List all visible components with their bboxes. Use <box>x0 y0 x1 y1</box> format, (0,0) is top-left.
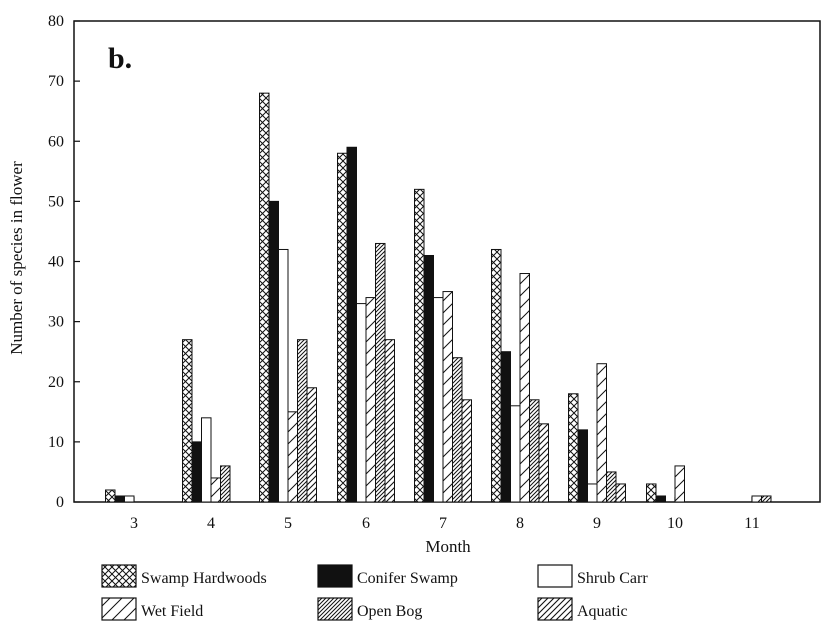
y-tick-label: 40 <box>48 254 64 271</box>
bar-crosshatch <box>337 152 348 503</box>
y-axis-title: Number of species in flower <box>7 161 26 355</box>
y-tick-label: 80 <box>48 13 64 30</box>
legend-label: Open Bog <box>357 603 422 620</box>
bar-solid <box>423 254 434 503</box>
bar-empty <box>124 495 135 503</box>
legend-label: Swamp Hardwoods <box>141 570 267 587</box>
legend-swatch <box>537 597 573 621</box>
bar-crosshatch <box>568 393 579 503</box>
y-tick-label: 10 <box>48 434 64 451</box>
bar-sparse-diagonal <box>365 297 376 503</box>
bar-sparse-diagonal <box>596 363 607 503</box>
bar-empty <box>510 405 521 503</box>
bar-sparse-diagonal <box>287 411 298 503</box>
panel-label: b. <box>108 42 132 75</box>
x-tick-label: 6 <box>362 515 370 532</box>
bar-crosshatch <box>105 489 116 503</box>
bar-sparse-diagonal <box>442 291 453 503</box>
bar-medium-diagonal <box>306 387 317 503</box>
y-tick-label: 30 <box>48 314 64 331</box>
legend-label: Aquatic <box>577 603 628 620</box>
bar-medium-diagonal <box>538 423 549 503</box>
bar-empty <box>356 303 367 503</box>
bar-sparse-diagonal <box>519 273 530 503</box>
bar-sparse-diagonal <box>674 465 685 503</box>
x-tick-label: 8 <box>516 515 524 532</box>
legend-swatch <box>537 564 573 588</box>
legend-swatch <box>317 597 353 621</box>
bar-solid <box>500 351 511 503</box>
bar-dense-diagonal <box>220 465 231 503</box>
y-tick-label: 0 <box>56 494 64 511</box>
x-tick-label: 4 <box>207 515 215 532</box>
bar-crosshatch <box>414 188 425 503</box>
legend-swatch <box>101 597 137 621</box>
y-tick-label: 50 <box>48 193 64 210</box>
y-tick-label: 70 <box>48 73 64 90</box>
bar-solid <box>114 495 125 503</box>
x-tick-label: 11 <box>744 515 759 532</box>
bar-sparse-diagonal <box>751 495 762 503</box>
legend-swatch <box>317 564 353 588</box>
bar-empty <box>433 297 444 503</box>
y-axis: 0 10 20 30 40 50 60 70 80 <box>48 13 80 511</box>
legend: Swamp Hardwoods Conifer Swamp Shrub Carr We… <box>101 564 648 621</box>
bar-crosshatch <box>182 339 193 503</box>
x-tick-label: 3 <box>130 515 138 532</box>
bar-solid <box>655 495 666 503</box>
bar-solid <box>577 429 588 503</box>
bar-solid <box>191 441 202 503</box>
x-tick-label: 9 <box>593 515 601 532</box>
bar-dense-diagonal <box>606 471 617 503</box>
bars <box>105 92 772 503</box>
bar-medium-diagonal <box>384 339 395 503</box>
x-tick-label: 7 <box>439 515 447 532</box>
legend-swatch <box>101 564 137 588</box>
y-tick-label: 60 <box>48 133 64 150</box>
bar-medium-diagonal <box>615 483 626 503</box>
bar-solid <box>346 146 357 503</box>
x-tick-label: 10 <box>667 515 683 532</box>
bar-sparse-diagonal <box>210 477 221 503</box>
legend-label: Conifer Swamp <box>357 570 458 587</box>
bar-solid <box>268 200 279 503</box>
bar-dense-diagonal <box>375 242 386 503</box>
bar-dense-diagonal <box>297 339 308 503</box>
legend-label: Shrub Carr <box>577 570 648 587</box>
bar-empty <box>201 417 212 503</box>
bar-dense-diagonal <box>529 399 540 503</box>
legend-label: Wet Field <box>141 603 203 620</box>
bar-dense-diagonal <box>761 495 772 503</box>
bar-crosshatch <box>646 483 657 503</box>
x-tick-label: 5 <box>284 515 292 532</box>
bar-crosshatch <box>259 92 270 503</box>
y-tick-label: 20 <box>48 374 64 391</box>
bar-medium-diagonal <box>461 399 472 503</box>
x-axis-title: Month <box>425 537 471 556</box>
bar-empty <box>587 483 598 503</box>
bar-crosshatch <box>491 248 502 503</box>
bar-dense-diagonal <box>452 357 463 503</box>
bar-empty <box>278 248 289 503</box>
